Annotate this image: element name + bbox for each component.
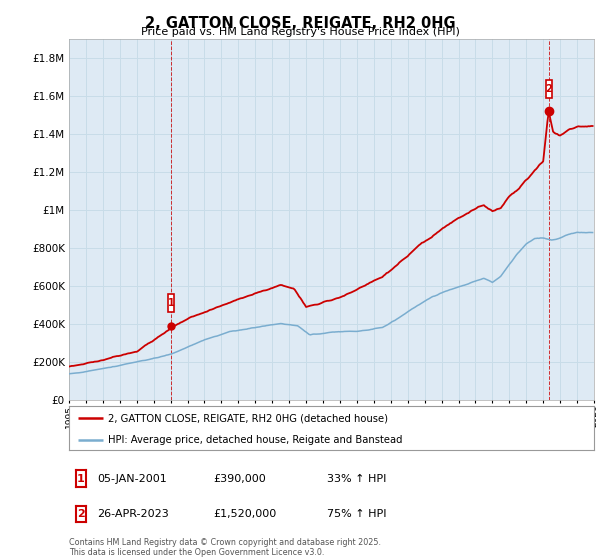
Text: 2: 2 — [77, 509, 85, 519]
Text: HPI: Average price, detached house, Reigate and Banstead: HPI: Average price, detached house, Reig… — [109, 435, 403, 445]
Text: £1,520,000: £1,520,000 — [213, 509, 276, 519]
Text: 33% ↑ HPI: 33% ↑ HPI — [327, 474, 386, 484]
Text: 75% ↑ HPI: 75% ↑ HPI — [327, 509, 386, 519]
Text: 2, GATTON CLOSE, REIGATE, RH2 0HG (detached house): 2, GATTON CLOSE, REIGATE, RH2 0HG (detac… — [109, 413, 388, 423]
Text: 1: 1 — [168, 298, 175, 309]
Text: Price paid vs. HM Land Registry's House Price Index (HPI): Price paid vs. HM Land Registry's House … — [140, 27, 460, 37]
FancyBboxPatch shape — [545, 80, 551, 97]
Text: 1: 1 — [77, 474, 85, 484]
Text: Contains HM Land Registry data © Crown copyright and database right 2025.
This d: Contains HM Land Registry data © Crown c… — [69, 538, 381, 557]
Text: 05-JAN-2001: 05-JAN-2001 — [97, 474, 167, 484]
Text: £390,000: £390,000 — [213, 474, 266, 484]
Text: 2: 2 — [545, 83, 552, 94]
Text: 2, GATTON CLOSE, REIGATE, RH2 0HG: 2, GATTON CLOSE, REIGATE, RH2 0HG — [145, 16, 455, 31]
Text: 26-APR-2023: 26-APR-2023 — [97, 509, 169, 519]
FancyBboxPatch shape — [169, 295, 174, 312]
